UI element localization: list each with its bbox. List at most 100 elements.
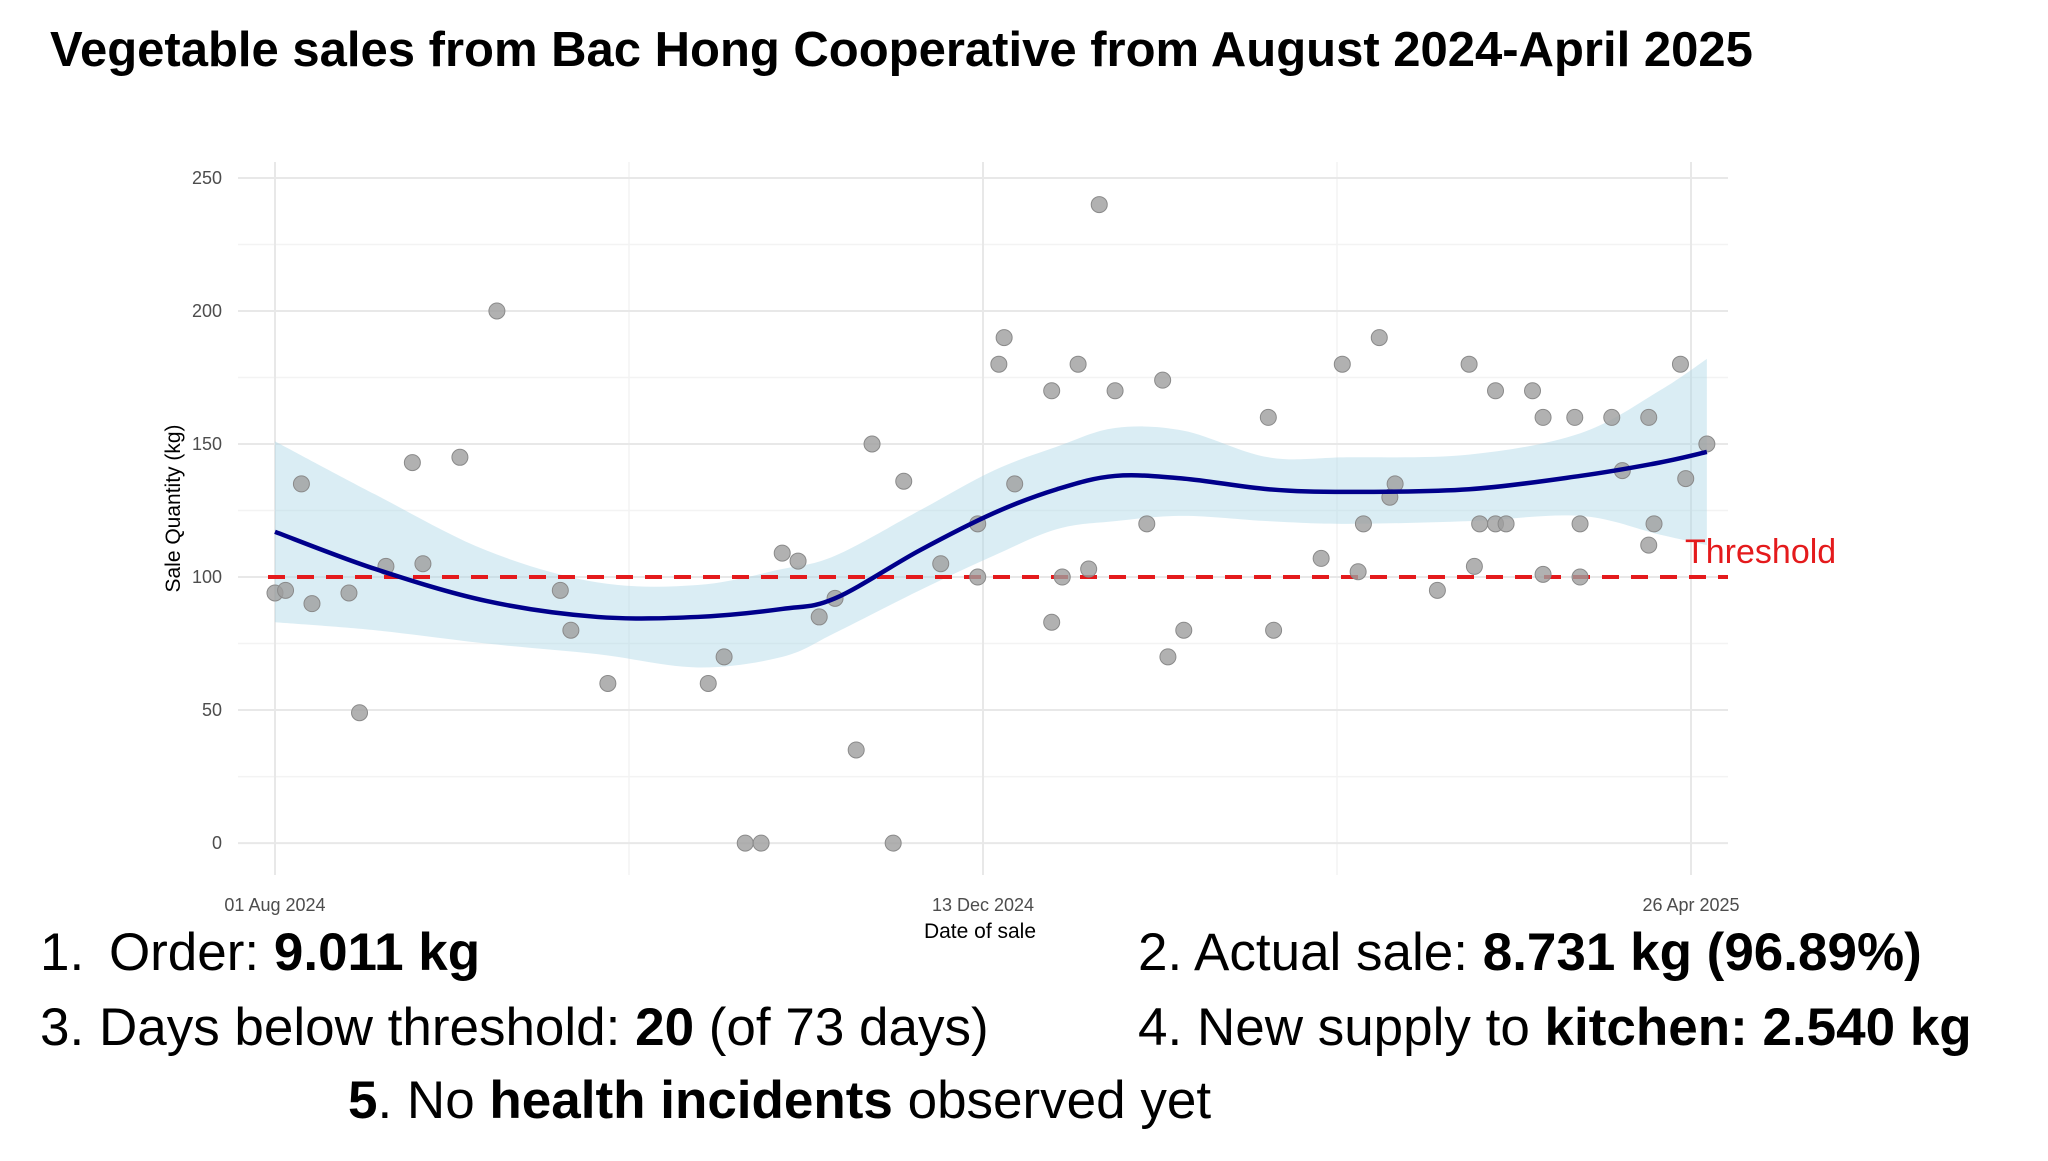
y-tick-label: 150: [192, 434, 222, 454]
data-point: [990, 355, 1008, 373]
stat-health-value: health incidents: [489, 1071, 893, 1130]
stat-days-below-value: 20: [635, 998, 695, 1057]
points-layer: [266, 196, 1716, 852]
data-point: [1471, 515, 1489, 533]
data-point: [562, 621, 580, 639]
stat-actual-sale-label: Actual sale:: [1194, 923, 1483, 982]
smooth-line: [274, 449, 1708, 621]
data-point: [1080, 560, 1098, 578]
data-point: [1175, 621, 1193, 639]
data-point: [1312, 549, 1330, 567]
data-point: [1106, 382, 1124, 400]
stat-health: 5. No health incidents observed yet: [348, 1070, 1211, 1131]
data-point: [1571, 568, 1589, 586]
data-point: [1138, 515, 1156, 533]
data-point: [736, 834, 754, 852]
data-point: [863, 435, 881, 453]
data-point: [1534, 565, 1552, 583]
data-point: [1534, 408, 1552, 426]
data-point: [789, 552, 807, 570]
data-point: [995, 329, 1013, 347]
y-axis-title: Sale Quantity (kg): [162, 424, 185, 592]
data-point: [699, 674, 717, 692]
y-tick-label: 100: [192, 567, 222, 587]
x-axis-title: Date of sale: [924, 920, 1036, 940]
data-point: [1671, 355, 1689, 373]
stat-health-suffix: observed yet: [892, 1071, 1212, 1130]
page-title: Vegetable sales from Bac Hong Cooperativ…: [50, 23, 1753, 77]
data-point: [1603, 408, 1621, 426]
data-point: [414, 555, 432, 573]
data-point: [1487, 382, 1505, 400]
data-point: [884, 834, 902, 852]
data-point: [551, 581, 569, 599]
data-point: [599, 674, 617, 692]
stat-health-number: 5: [348, 1071, 378, 1130]
smooth-line-layer: [274, 449, 1708, 621]
data-point: [1159, 648, 1177, 666]
stat-new-supply: 4. New supply to kitchen: 2.540 kg: [1138, 997, 1972, 1058]
data-point: [351, 704, 369, 722]
data-point: [292, 475, 310, 493]
data-point: [1090, 196, 1108, 214]
data-point: [1640, 536, 1658, 554]
data-point: [1428, 581, 1446, 599]
data-point: [1497, 515, 1515, 533]
y-tick-label: 50: [202, 700, 222, 720]
axis-layer: 0 50 100 150 200 250 01 Aug 2024 13 Dec 2024 26 …: [162, 168, 1740, 940]
x-tick-label: 26 Apr 2025: [1642, 895, 1739, 915]
stat-new-supply-number: 4.: [1138, 998, 1183, 1057]
threshold-label: Threshold: [1685, 533, 1836, 571]
data-point: [340, 584, 358, 602]
data-point: [895, 472, 913, 490]
stat-actual-sale-value: 8.731 kg (96.89%): [1482, 923, 1922, 982]
data-point: [403, 454, 421, 472]
data-point: [1370, 329, 1388, 347]
y-tick-label: 0: [212, 833, 222, 853]
data-point: [1006, 475, 1024, 493]
data-point: [1460, 355, 1478, 373]
stat-new-supply-label: New supply to: [1196, 998, 1545, 1057]
sales-chart: Threshold 0 50 100 150 200 250 01 Aug 2024 13 D…: [162, 162, 1836, 940]
data-point: [1524, 382, 1542, 400]
stat-days-below-label: Days below threshold:: [98, 998, 636, 1057]
data-point: [1053, 568, 1071, 586]
data-point: [1571, 515, 1589, 533]
data-point: [488, 302, 506, 320]
stat-order: 1. Order: 9.011 kg: [40, 922, 480, 983]
threshold-layer: Threshold: [268, 533, 1836, 580]
data-point: [1333, 355, 1351, 373]
data-point: [715, 648, 733, 666]
stat-order-label: Order:: [108, 923, 274, 982]
stat-order-number: 1.: [40, 923, 85, 982]
y-tick-label: 250: [192, 168, 222, 188]
stat-days-below-number: 3.: [40, 998, 85, 1057]
data-point: [1265, 621, 1283, 639]
data-point: [1349, 563, 1367, 581]
data-point: [1677, 470, 1695, 488]
x-tick-label: 13 Dec 2024: [932, 895, 1034, 915]
data-point: [1566, 408, 1584, 426]
data-point: [303, 595, 321, 613]
stat-new-supply-value: kitchen: 2.540 kg: [1544, 998, 1972, 1057]
data-point: [752, 834, 770, 852]
stat-health-label: . No: [377, 1071, 490, 1130]
data-point: [277, 581, 295, 599]
data-point: [451, 448, 469, 466]
data-point: [1465, 557, 1483, 575]
data-point: [1640, 408, 1658, 426]
stat-actual-sale-number: 2.: [1138, 923, 1183, 982]
data-point: [847, 741, 865, 759]
stat-actual-sale: 2. Actual sale: 8.731 kg (96.89%): [1138, 922, 1922, 983]
data-point: [1069, 355, 1087, 373]
data-point: [1043, 613, 1061, 631]
data-point: [1698, 435, 1716, 453]
stat-days-below-suffix: (of 73 days): [694, 998, 989, 1057]
x-tick-label: 01 Aug 2024: [224, 895, 325, 915]
data-point: [1259, 408, 1277, 426]
y-tick-label: 200: [192, 301, 222, 321]
data-point: [969, 568, 987, 586]
data-point: [773, 544, 791, 562]
data-point: [932, 555, 950, 573]
data-point: [810, 608, 828, 626]
